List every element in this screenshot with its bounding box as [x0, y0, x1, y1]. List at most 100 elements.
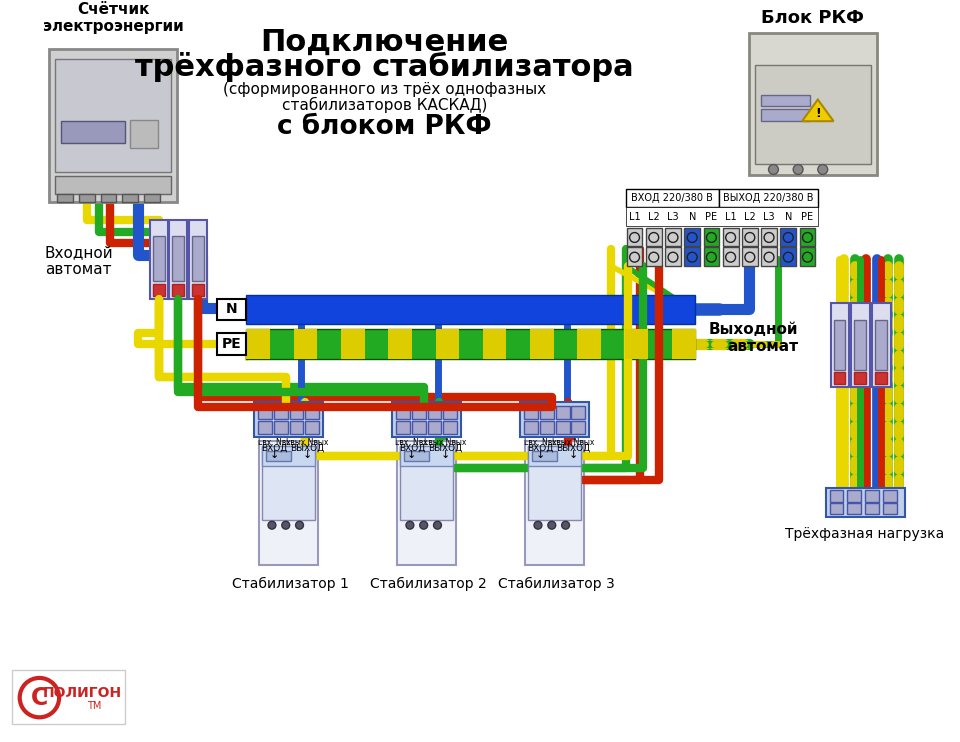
FancyBboxPatch shape	[627, 247, 642, 266]
Polygon shape	[802, 99, 833, 121]
Text: ↓: ↓	[269, 450, 278, 460]
FancyBboxPatch shape	[170, 220, 187, 298]
FancyBboxPatch shape	[872, 303, 891, 387]
Bar	[483, 329, 507, 358]
FancyBboxPatch shape	[571, 421, 586, 433]
Text: ВХОД 220/380 В: ВХОД 220/380 В	[631, 193, 713, 203]
FancyBboxPatch shape	[626, 189, 719, 207]
Bar	[436, 329, 459, 358]
Text: Выходной
автомат: Выходной автомат	[708, 322, 798, 354]
Text: L3: L3	[667, 211, 679, 222]
FancyBboxPatch shape	[122, 194, 138, 202]
Bar	[625, 329, 648, 358]
Circle shape	[406, 521, 414, 529]
Text: ВХОД: ВХОД	[398, 444, 425, 453]
Text: N: N	[688, 211, 696, 222]
Bar	[388, 329, 412, 358]
FancyBboxPatch shape	[400, 447, 453, 466]
FancyBboxPatch shape	[444, 421, 457, 433]
Text: Lвх  Nвх: Lвх Nвх	[257, 439, 290, 447]
Text: ВЫХОД: ВЫХОД	[557, 444, 590, 453]
Text: ↓: ↓	[536, 450, 544, 460]
Text: !: !	[815, 107, 821, 119]
FancyBboxPatch shape	[393, 402, 461, 436]
FancyBboxPatch shape	[305, 406, 320, 418]
FancyBboxPatch shape	[833, 372, 846, 384]
Text: Счётчик
электроэнергии: Счётчик электроэнергии	[43, 1, 183, 34]
FancyBboxPatch shape	[627, 228, 642, 246]
Text: С: С	[31, 686, 48, 709]
FancyBboxPatch shape	[646, 247, 661, 266]
Text: ↓: ↓	[441, 450, 450, 460]
FancyBboxPatch shape	[761, 228, 777, 246]
Text: Lвх  Nвх: Lвх Nвх	[396, 439, 428, 447]
FancyBboxPatch shape	[704, 247, 719, 266]
Text: ВЫХОД: ВЫХОД	[428, 444, 463, 453]
FancyBboxPatch shape	[854, 321, 866, 370]
FancyBboxPatch shape	[826, 487, 904, 517]
FancyBboxPatch shape	[665, 228, 681, 246]
FancyBboxPatch shape	[833, 321, 846, 370]
FancyBboxPatch shape	[259, 441, 319, 565]
Bar	[294, 329, 317, 358]
FancyBboxPatch shape	[101, 194, 116, 202]
Text: PE: PE	[802, 211, 813, 222]
FancyBboxPatch shape	[760, 109, 810, 121]
FancyBboxPatch shape	[875, 372, 887, 384]
Text: PE: PE	[222, 337, 241, 351]
Text: Стабилизатор 2: Стабилизатор 2	[371, 577, 487, 591]
FancyBboxPatch shape	[723, 247, 738, 266]
Text: ↓: ↓	[302, 450, 312, 460]
FancyBboxPatch shape	[646, 228, 661, 246]
Circle shape	[420, 521, 427, 529]
FancyBboxPatch shape	[274, 406, 288, 418]
FancyBboxPatch shape	[626, 207, 818, 226]
FancyBboxPatch shape	[79, 194, 95, 202]
FancyBboxPatch shape	[848, 490, 861, 502]
FancyBboxPatch shape	[396, 421, 410, 433]
Text: ВХОД: ВХОД	[527, 444, 553, 453]
FancyBboxPatch shape	[755, 65, 871, 163]
FancyBboxPatch shape	[217, 333, 247, 355]
FancyBboxPatch shape	[524, 406, 538, 418]
Bar	[530, 329, 554, 358]
FancyBboxPatch shape	[684, 247, 700, 266]
Circle shape	[282, 521, 290, 529]
FancyBboxPatch shape	[444, 406, 457, 418]
Text: L2: L2	[648, 211, 660, 222]
FancyBboxPatch shape	[865, 502, 879, 514]
Text: Lвых Nвых: Lвых Nвых	[424, 439, 467, 447]
Text: Lвх  Nвх: Lвх Nвх	[523, 439, 557, 447]
Circle shape	[793, 165, 804, 174]
Text: L1: L1	[629, 211, 640, 222]
FancyBboxPatch shape	[556, 421, 569, 433]
FancyBboxPatch shape	[262, 447, 315, 520]
Text: L3: L3	[763, 211, 775, 222]
Text: L1: L1	[725, 211, 736, 222]
FancyBboxPatch shape	[266, 451, 291, 461]
FancyBboxPatch shape	[55, 59, 172, 172]
Text: Блок РКФ: Блок РКФ	[761, 9, 864, 27]
FancyBboxPatch shape	[258, 406, 272, 418]
FancyBboxPatch shape	[780, 247, 796, 266]
FancyBboxPatch shape	[780, 228, 796, 246]
FancyBboxPatch shape	[153, 237, 164, 280]
FancyBboxPatch shape	[520, 402, 589, 436]
Bar	[577, 329, 601, 358]
FancyBboxPatch shape	[848, 502, 861, 514]
FancyBboxPatch shape	[761, 247, 777, 266]
FancyBboxPatch shape	[540, 406, 554, 418]
FancyBboxPatch shape	[829, 490, 844, 502]
Bar	[247, 329, 270, 358]
Text: стабилизаторов КАСКАД): стабилизаторов КАСКАД)	[281, 96, 487, 113]
FancyBboxPatch shape	[258, 421, 272, 433]
FancyBboxPatch shape	[829, 502, 844, 514]
FancyBboxPatch shape	[290, 421, 303, 433]
FancyBboxPatch shape	[12, 670, 125, 724]
FancyBboxPatch shape	[742, 247, 757, 266]
Text: Входной
автомат: Входной автомат	[44, 245, 113, 278]
FancyBboxPatch shape	[192, 283, 204, 295]
Circle shape	[268, 521, 276, 529]
FancyBboxPatch shape	[528, 447, 582, 466]
FancyBboxPatch shape	[58, 194, 73, 202]
